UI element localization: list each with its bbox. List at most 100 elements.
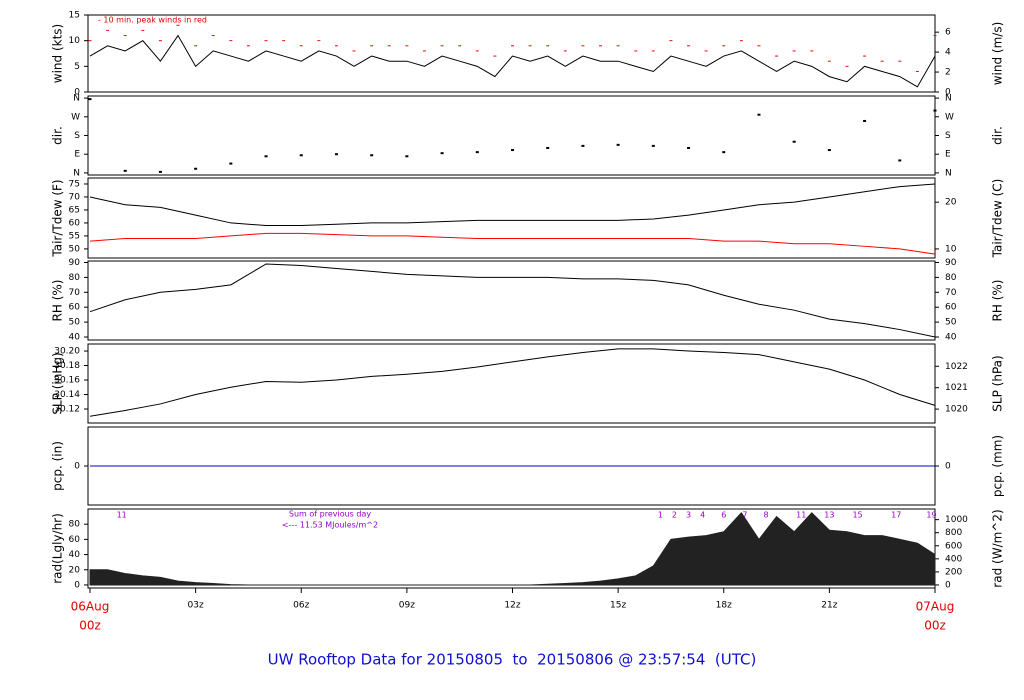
y-tick-label: 30.18 bbox=[54, 361, 80, 371]
y-tick-label: 30.16 bbox=[54, 376, 80, 386]
dir-point bbox=[827, 149, 831, 152]
y-tick-label: 30.12 bbox=[54, 405, 80, 415]
dir-point bbox=[581, 144, 585, 147]
y2-tick-label: 40 bbox=[945, 333, 957, 343]
sun-annotation: 1 bbox=[658, 511, 663, 520]
y-axis-label: rad(Lgly/hr) bbox=[51, 513, 65, 584]
x-tick-label: 12z bbox=[504, 601, 520, 611]
dir-point bbox=[370, 154, 374, 157]
y-tick-label: 90 bbox=[69, 258, 81, 268]
y-tick-label: 50 bbox=[69, 318, 81, 328]
sun-annotation: 2 bbox=[672, 511, 677, 520]
dir-point bbox=[722, 151, 726, 154]
dir-point bbox=[757, 113, 761, 116]
y-tick-label: 40 bbox=[69, 550, 81, 560]
y2-axis-label: pcp. (mm) bbox=[991, 435, 1005, 497]
y-tick-label: 15 bbox=[69, 11, 80, 21]
y2-axis-label: RH (%) bbox=[991, 280, 1005, 322]
y-tick-label: 5 bbox=[74, 62, 80, 72]
x-tick-label: 18z bbox=[716, 601, 732, 611]
y2-tick-label: E bbox=[945, 150, 951, 160]
y-tick-label: 20 bbox=[69, 565, 81, 575]
summary-text: <--- 11.53 MJoules/m^2 bbox=[282, 521, 378, 530]
sun-annotation: 4 bbox=[700, 511, 705, 520]
dir-point bbox=[229, 162, 233, 165]
dir-point bbox=[475, 151, 479, 154]
y2-tick-label: N bbox=[945, 168, 952, 178]
y-tick-label: 55 bbox=[69, 231, 80, 241]
dir-point bbox=[440, 152, 444, 155]
y2-tick-label: 200 bbox=[945, 567, 962, 577]
x-tick-label: 03z bbox=[188, 601, 204, 611]
y2-tick-label: 20 bbox=[945, 198, 957, 208]
y2-tick-label: 80 bbox=[945, 273, 957, 283]
y-tick-label: N bbox=[73, 168, 80, 178]
y2-tick-label: 400 bbox=[945, 554, 962, 564]
y-axis-label: SLP (inHg) bbox=[51, 352, 65, 414]
y-tick-label: 65 bbox=[69, 205, 80, 215]
sun-annotation: 15 bbox=[852, 511, 862, 520]
y-tick-label: 70 bbox=[69, 288, 81, 298]
dir-point bbox=[616, 143, 620, 146]
y-axis-label: wind (kts) bbox=[51, 24, 65, 83]
y2-tick-label: S bbox=[945, 131, 951, 141]
series-line bbox=[89, 34, 936, 88]
y2-tick-label: 1021 bbox=[945, 383, 968, 393]
series-line bbox=[89, 232, 936, 255]
series-line bbox=[89, 183, 936, 227]
x-tick-label: 15z bbox=[610, 601, 626, 611]
y2-tick-label: 70 bbox=[945, 288, 957, 298]
y-tick-label: 70 bbox=[69, 192, 81, 202]
x-tick-label: 09z bbox=[399, 601, 415, 611]
dir-point bbox=[88, 98, 92, 101]
dir-point bbox=[158, 170, 162, 173]
y2-tick-label: W bbox=[945, 112, 954, 122]
dir-point bbox=[546, 146, 550, 149]
x-date-label: 07Aug bbox=[916, 600, 955, 614]
y2-tick-label: 60 bbox=[945, 303, 957, 313]
sun-annotation: 11 bbox=[117, 511, 127, 520]
series-line bbox=[89, 263, 936, 338]
y2-tick-label: 4 bbox=[945, 48, 951, 58]
y-axis-label: dir. bbox=[51, 126, 65, 145]
dir-point bbox=[933, 109, 937, 112]
panel-frame bbox=[87, 508, 936, 589]
y2-axis-label: SLP (hPa) bbox=[991, 355, 1005, 411]
y-tick-label: 30.20 bbox=[54, 347, 80, 357]
x-tick-label: 21z bbox=[821, 601, 837, 611]
dir-point bbox=[299, 154, 303, 157]
dir-point bbox=[687, 146, 691, 149]
y-axis-label: RH (%) bbox=[51, 280, 65, 322]
sun-annotation: 3 bbox=[686, 511, 691, 520]
panel-frame bbox=[87, 177, 936, 259]
y-tick-label: 0 bbox=[74, 88, 80, 98]
panel-frame bbox=[87, 260, 936, 341]
panel-frame bbox=[87, 343, 936, 424]
y-tick-label: 0 bbox=[74, 462, 80, 472]
dir-point bbox=[511, 149, 514, 152]
y-tick-label: 0 bbox=[74, 580, 80, 590]
y2-tick-label: 6 bbox=[945, 28, 951, 38]
y2-tick-label: 0 bbox=[945, 88, 951, 98]
y-tick-label: 30.14 bbox=[54, 390, 80, 400]
y2-tick-label: 0 bbox=[945, 580, 951, 590]
sun-annotation: 19 bbox=[926, 511, 936, 520]
y-tick-label: E bbox=[74, 150, 80, 160]
x-tick-label: 00z bbox=[79, 619, 101, 633]
x-tick-label: 00z bbox=[924, 619, 946, 633]
dir-point bbox=[863, 119, 867, 122]
dir-point bbox=[792, 140, 796, 143]
y2-tick-label: 0 bbox=[945, 462, 951, 472]
y2-tick-label: 800 bbox=[945, 528, 962, 538]
dir-point bbox=[123, 169, 127, 172]
y-tick-label: 80 bbox=[69, 520, 81, 530]
dir-point bbox=[264, 155, 268, 158]
y-tick-label: S bbox=[74, 131, 80, 141]
y2-tick-label: 1000 bbox=[945, 515, 968, 525]
y2-axis-label: Tair/Tdew (C) bbox=[991, 179, 1005, 259]
y2-tick-label: N bbox=[945, 94, 952, 104]
y2-tick-label: 600 bbox=[945, 541, 962, 551]
y2-tick-label: 50 bbox=[945, 318, 957, 328]
dir-point bbox=[651, 144, 655, 147]
y2-tick-label: 2 bbox=[945, 68, 951, 78]
